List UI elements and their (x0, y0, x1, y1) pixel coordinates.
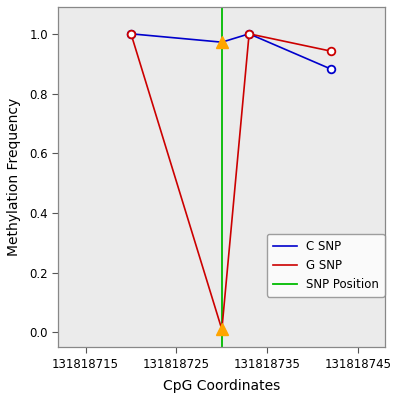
Legend: C SNP, G SNP, SNP Position: C SNP, G SNP, SNP Position (267, 234, 385, 297)
Y-axis label: Methylation Frequency: Methylation Frequency (7, 98, 21, 256)
X-axis label: CpG Coordinates: CpG Coordinates (163, 379, 280, 393)
